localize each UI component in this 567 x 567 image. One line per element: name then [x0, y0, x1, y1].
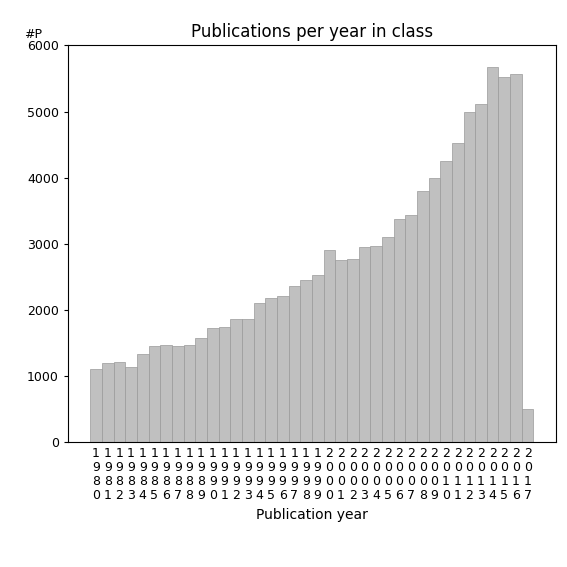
- Bar: [289, 286, 300, 442]
- Bar: [370, 247, 382, 442]
- Bar: [102, 363, 113, 442]
- Bar: [475, 104, 487, 442]
- Bar: [393, 219, 405, 442]
- Bar: [405, 215, 417, 442]
- Bar: [125, 367, 137, 442]
- Bar: [498, 77, 510, 442]
- Bar: [113, 362, 125, 442]
- Bar: [417, 191, 429, 442]
- Bar: [312, 275, 324, 442]
- Bar: [335, 260, 347, 442]
- Bar: [149, 346, 160, 442]
- Bar: [300, 280, 312, 442]
- Bar: [277, 296, 289, 442]
- Bar: [230, 319, 242, 442]
- Bar: [253, 303, 265, 442]
- Bar: [463, 112, 475, 442]
- X-axis label: Publication year: Publication year: [256, 507, 368, 522]
- Bar: [510, 74, 522, 442]
- Bar: [265, 298, 277, 442]
- Bar: [522, 409, 534, 442]
- Bar: [207, 328, 218, 442]
- Bar: [487, 66, 498, 442]
- Bar: [382, 237, 393, 442]
- Bar: [452, 143, 463, 442]
- Bar: [242, 319, 253, 442]
- Bar: [218, 327, 230, 442]
- Bar: [90, 370, 102, 442]
- Bar: [347, 259, 358, 442]
- Bar: [440, 161, 452, 442]
- Bar: [184, 345, 195, 442]
- Bar: [358, 247, 370, 442]
- Title: Publications per year in class: Publications per year in class: [191, 23, 433, 41]
- Bar: [324, 251, 335, 442]
- Bar: [137, 354, 149, 442]
- Bar: [429, 177, 440, 442]
- Bar: [172, 346, 184, 442]
- Text: #P: #P: [24, 28, 42, 41]
- Bar: [195, 338, 207, 442]
- Bar: [160, 345, 172, 442]
